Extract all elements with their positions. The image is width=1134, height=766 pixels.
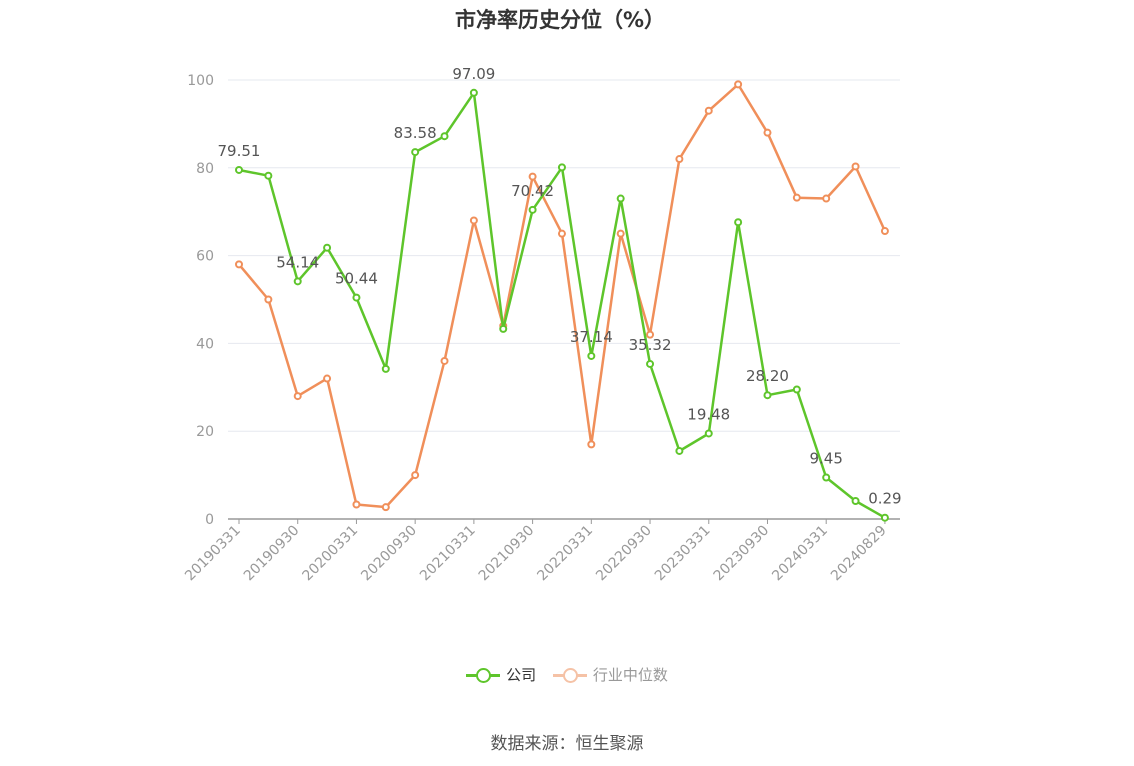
- data-point-company: [851, 497, 860, 506]
- legend: 公司 行业中位数: [0, 664, 1134, 687]
- data-point-company: [235, 165, 243, 174]
- y-tick-label: 20: [196, 424, 214, 440]
- data-point-company: [440, 132, 449, 141]
- data-point-industry-median: [440, 356, 449, 365]
- data-point-industry-median: [587, 440, 596, 449]
- data-point-industry-median: [822, 194, 831, 203]
- data-label-layer: 79.51 54.14 50.44 83.58 97.09 70.42 37.14 35.32…: [218, 65, 902, 508]
- data-point-company: [734, 218, 743, 227]
- data-label-company: 19.48: [687, 405, 730, 423]
- data-point-industry-median: [792, 193, 801, 202]
- data-label-company: 79.51: [218, 142, 261, 160]
- x-tick-label: 20190331: [182, 523, 244, 585]
- data-point-company: [616, 194, 625, 203]
- legend-item-company[interactable]: 公司: [466, 664, 536, 685]
- y-tick-label: 100: [187, 73, 214, 89]
- data-point-industry-median: [851, 162, 860, 171]
- data-point-industry-median: [293, 392, 302, 401]
- data-label-company: 35.32: [629, 336, 672, 354]
- data-point-industry-median: [381, 503, 390, 512]
- y-tick-label: 0: [205, 512, 214, 528]
- x-tick-label: 20200930: [358, 523, 420, 585]
- data-point-industry-median: [734, 80, 743, 89]
- data-label-company: 54.14: [276, 253, 319, 271]
- y-tick-label: 40: [196, 336, 214, 352]
- data-label-company: 70.42: [511, 182, 554, 200]
- data-label-company: 83.58: [394, 124, 437, 142]
- data-point-company: [557, 163, 566, 172]
- data-point-industry-median: [616, 229, 625, 238]
- data-point-industry-median: [235, 260, 243, 269]
- x-tick-label: 20220930: [593, 523, 655, 585]
- data-point-industry-median: [675, 155, 684, 164]
- data-point-industry-median: [528, 172, 537, 181]
- legend-label-industry-median: 行业中位数: [592, 666, 668, 684]
- data-point-company: [880, 513, 889, 522]
- data-point-company: [469, 88, 478, 97]
- x-tick-label: 20230930: [711, 523, 773, 585]
- data-point-company: [323, 243, 332, 252]
- x-tick-label: 20240331: [769, 523, 831, 585]
- data-point-company: [587, 351, 596, 360]
- data-point-industry-median: [469, 216, 478, 225]
- data-point-company: [528, 205, 537, 214]
- data-point-company: [293, 277, 302, 286]
- data-point-industry-median: [411, 471, 420, 480]
- data-label-company: 50.44: [335, 270, 378, 288]
- data-point-industry-median: [557, 229, 566, 238]
- legend-marker-industry-median: [552, 667, 587, 683]
- chart-title: 市净率历史分位（%）: [454, 8, 666, 32]
- data-point-company: [499, 324, 508, 333]
- data-point-industry-median: [352, 500, 361, 509]
- data-label-company: 97.09: [452, 65, 495, 83]
- y-tick-label: 60: [196, 249, 214, 265]
- data-label-company: 9.45: [809, 450, 842, 468]
- data-point-company: [675, 446, 684, 455]
- data-point-company: [381, 364, 390, 373]
- series-layer: [235, 80, 889, 522]
- data-point-industry-median: [880, 227, 889, 236]
- data-source-note: 数据来源：恒生聚源: [490, 734, 644, 754]
- data-point-company: [411, 148, 420, 157]
- x-tick-label: 20200331: [300, 523, 362, 585]
- data-point-company: [763, 391, 772, 400]
- data-point-industry-median: [646, 330, 655, 339]
- legend-item-industry-median[interactable]: 行业中位数: [552, 664, 668, 685]
- data-point-company: [352, 293, 361, 302]
- data-point-industry-median: [763, 128, 772, 137]
- data-label-company: 0.29: [868, 490, 901, 508]
- x-tick-label: 20220331: [534, 523, 596, 585]
- data-point-industry-median: [323, 374, 332, 383]
- data-point-company: [646, 359, 655, 368]
- data-point-company: [822, 473, 831, 482]
- data-label-company: 37.14: [570, 328, 613, 346]
- x-tick-label: 20230331: [652, 523, 714, 585]
- x-tick-label: 20240829: [828, 523, 890, 585]
- data-point-company: [792, 385, 801, 394]
- legend-marker-company: [466, 667, 501, 683]
- data-label-company: 28.20: [746, 367, 789, 385]
- x-tick-label: 20190930: [241, 523, 303, 585]
- data-point-industry-median: [264, 295, 273, 304]
- axis-layer: 0 20 40 60 80 100 2019033120190930202003312020…: [182, 73, 900, 584]
- y-tick-label: 80: [196, 161, 214, 177]
- x-tick-label: 20210331: [417, 523, 479, 585]
- data-point-industry-median: [704, 106, 713, 115]
- series-line-company: [238, 91, 886, 519]
- legend-label-company: 公司: [506, 666, 537, 684]
- x-tick-label: 20210930: [476, 523, 538, 585]
- series-line-industry-median: [238, 83, 887, 509]
- data-point-company: [264, 171, 273, 180]
- data-point-company: [704, 429, 713, 438]
